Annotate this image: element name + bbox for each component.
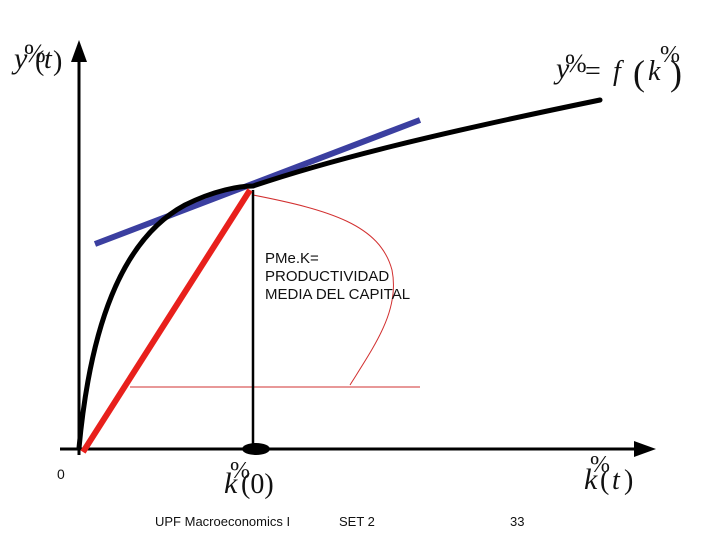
svg-text:k: k [648,56,661,87]
svg-text:%: % [24,39,46,68]
svg-text:%: % [660,42,680,68]
svg-text:t: t [44,44,53,75]
svg-text:(0): (0) [241,469,274,500]
svg-text:%: % [230,458,250,484]
origin-label: 0 [57,466,65,482]
function-label: y % = f ( k % ) [553,42,682,93]
svg-text:y: y [11,42,28,75]
svg-text:f: f [613,56,624,87]
svg-text:(: ( [35,46,44,77]
y-axis-label: y % ( t ) [11,39,62,77]
svg-text:k: k [584,463,598,496]
svg-text:%: % [565,49,587,78]
x-axis-arrowhead [634,441,656,457]
production-function-curve [76,97,603,451]
svg-text:(: ( [600,465,609,496]
svg-text:): ) [624,465,633,496]
x-axis-label: k % ( t ) [584,452,633,496]
footer-set: SET 2 [339,514,375,529]
average-product-ray [80,188,253,454]
svg-text:y: y [553,52,570,85]
k0-label: k % (0) [224,458,274,500]
annotation-bracket [252,194,394,386]
annotation-text: PMe.K= PRODUCTIVIDAD MEDIA DEL CAPITAL [265,250,411,303]
svg-text:k: k [224,467,238,500]
svg-text:): ) [670,53,682,93]
svg-text:%: % [590,452,610,478]
svg-text:t: t [612,465,621,496]
y-axis-arrowhead [71,40,87,62]
footer-course: UPF Macroeconomics I [155,514,291,529]
svg-text:): ) [53,46,62,77]
footer-page-number: 33 [510,514,525,529]
svg-text:=: = [585,56,601,87]
k0-point-marker [242,443,270,455]
svg-text:(: ( [633,53,645,93]
